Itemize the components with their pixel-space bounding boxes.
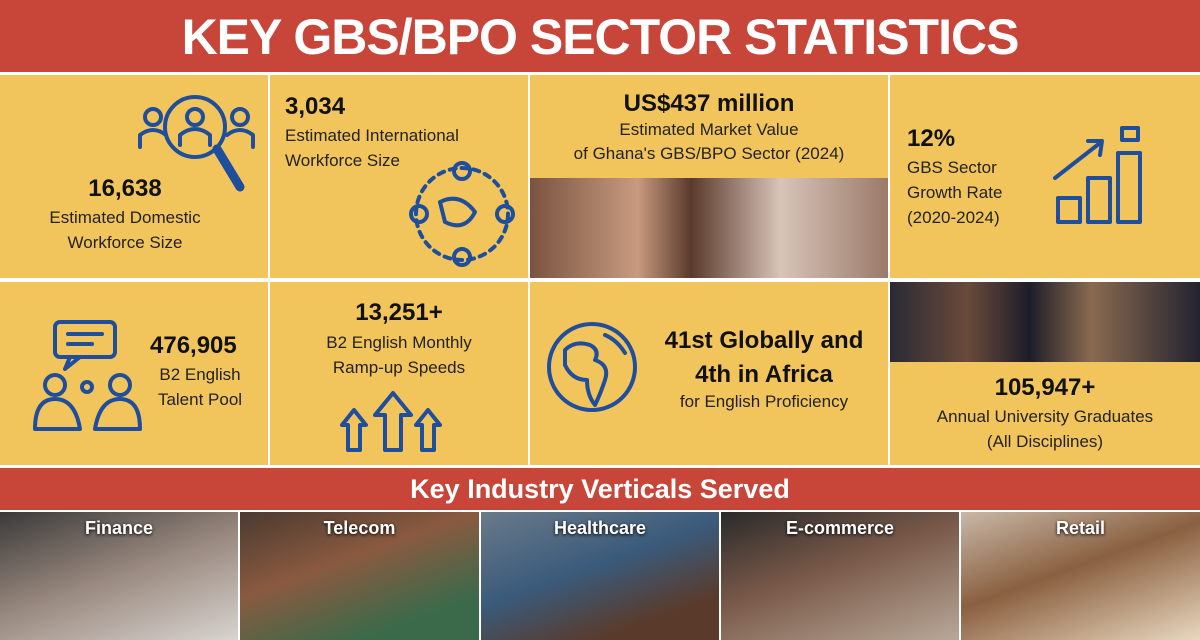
call-center-photo — [530, 178, 888, 278]
stat-value: US$437 million — [623, 90, 795, 117]
label-line: Growth Rate — [907, 183, 1003, 202]
stat-tile: 12% GBS Sector Growth Rate (2020-2024) — [890, 75, 1200, 278]
search-people-icon — [138, 95, 255, 192]
vertical-tile: E-commerce — [721, 512, 959, 640]
label-line: of Ghana's GBS/BPO Sector (2024) — [573, 144, 845, 163]
page-title: KEY GBS/BPO SECTOR STATISTICS — [181, 9, 1020, 65]
stat-value: 41st Globally and 4th in Africa — [640, 324, 888, 392]
stat-value: 12% — [907, 125, 956, 152]
stat-label: GBS Sector Growth Rate (2020-2024) — [907, 155, 1002, 230]
stat-label: Annual University Graduates (All Discipli… — [890, 404, 1200, 454]
growth-chart-icon — [1053, 126, 1142, 224]
label-line: (2020-2024) — [907, 208, 1000, 227]
stat-tile: 476,905 B2 English Talent Pool — [0, 282, 268, 465]
label-line: for English Proficiency — [679, 392, 849, 411]
label-line: B2 English Monthly — [326, 333, 472, 352]
vertical-label: Finance — [84, 518, 154, 538]
vertical-tile: Telecom — [240, 512, 479, 640]
vertical-tile: Finance — [0, 512, 238, 640]
label-line: Estimated Domestic — [49, 208, 201, 227]
vertical-label: Telecom — [323, 518, 396, 538]
stat-value: 16,638 — [88, 175, 162, 202]
vertical-label: Retail — [1055, 518, 1106, 538]
label-line: Workforce Size — [67, 233, 183, 252]
graduates-photo — [890, 282, 1200, 362]
vertical-tile: Healthcare — [481, 512, 719, 640]
talent-icon — [33, 320, 142, 431]
stat-tile: 41st Globally and 4th in Africa for Engli… — [530, 282, 888, 465]
stat-label: Estimated International Workforce Size — [285, 123, 459, 173]
stat-tile: 13,251+ B2 English Monthly Ramp-up Speeds — [270, 282, 528, 465]
label-line: Talent Pool — [157, 390, 243, 409]
verticals-title: Key Industry Verticals Served — [410, 474, 790, 504]
stat-label: Estimated Market Value of Ghana's GBS/BPO… — [530, 118, 888, 166]
vertical-tile: Retail — [961, 512, 1200, 640]
stat-value: 13,251+ — [355, 299, 443, 326]
label-line: Estimated Market Value — [619, 120, 799, 139]
label-line: GBS Sector — [907, 158, 997, 177]
label-line: Workforce Size — [285, 151, 400, 170]
label-line: B2 English — [159, 365, 241, 384]
value-line: 4th in Africa — [695, 361, 833, 388]
stat-tile: 16,638 Estimated Domestic Workforce Size — [0, 75, 268, 278]
stat-label: for English Proficiency — [640, 389, 888, 414]
stat-value: 476,905 — [150, 332, 237, 359]
globe-people-icon — [409, 161, 515, 267]
title-banner: KEY GBS/BPO SECTOR STATISTICS — [0, 0, 1200, 72]
stat-value: 105,947+ — [994, 374, 1096, 401]
label-line: Ramp-up Speeds — [332, 358, 466, 377]
stat-tile: 3,034 Estimated International Workforce S… — [270, 75, 528, 278]
arrows-icon — [340, 391, 442, 452]
vertical-label: E-commerce — [785, 518, 895, 538]
label-line: Annual University Graduates — [936, 407, 1154, 426]
world-icon — [547, 322, 637, 412]
stat-tile: 105,947+ Annual University Graduates (All… — [890, 282, 1200, 465]
label-line: (All Disciplines) — [986, 432, 1104, 451]
stat-label: B2 English Talent Pool — [135, 362, 265, 412]
stat-tile: US$437 million Estimated Market Value of … — [530, 75, 888, 278]
vertical-label: Healthcare — [553, 518, 647, 538]
verticals-banner: Key Industry Verticals Served — [0, 468, 1200, 510]
stat-value: 3,034 — [285, 93, 346, 120]
stat-label: B2 English Monthly Ramp-up Speeds — [270, 330, 528, 380]
value-line: 41st Globally and — [664, 327, 864, 354]
label-line: Estimated International — [285, 126, 459, 145]
stat-label: Estimated Domestic Workforce Size — [0, 205, 250, 255]
